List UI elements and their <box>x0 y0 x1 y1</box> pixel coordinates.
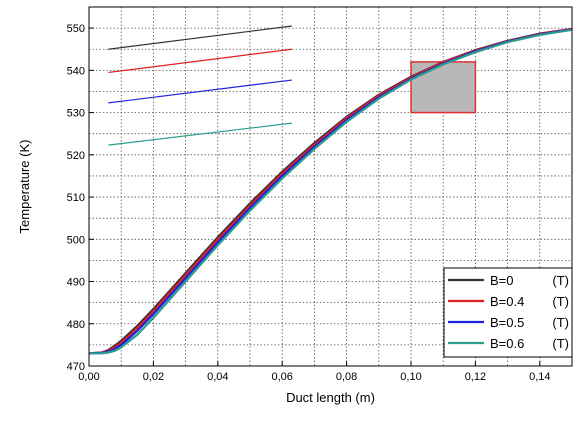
y-tick-label: 520 <box>67 150 85 162</box>
y-tick-label: 500 <box>67 234 85 246</box>
inset-line <box>108 79 292 104</box>
legend-entry: B=0.6 <box>490 336 524 351</box>
y-tick-label: 480 <box>67 319 85 331</box>
x-tick-label: 0,06 <box>271 371 292 383</box>
series-line <box>89 28 573 355</box>
legend-entry: B=0.4 <box>490 294 524 309</box>
zoom-box-layer <box>410 61 477 114</box>
y-tick-label: 530 <box>67 108 85 120</box>
legend-unit: (T) <box>552 315 569 330</box>
zoom-box <box>410 61 477 114</box>
y-tick-label: 510 <box>67 192 85 204</box>
x-tick-label: 0,04 <box>207 371 228 383</box>
legend-unit: (T) <box>552 294 569 309</box>
y-tick-label: 550 <box>67 23 85 35</box>
inset-line <box>108 48 292 74</box>
y-tick-label: 490 <box>67 277 85 289</box>
y-tick-label: 540 <box>67 65 85 77</box>
legend-unit: (T) <box>552 336 569 351</box>
x-tick-label: 0,02 <box>143 371 164 383</box>
inset-line <box>108 25 292 50</box>
y-axis-label: Temperature (K) <box>17 140 32 234</box>
plot-frame <box>88 6 573 367</box>
x-tick-label: 0,08 <box>336 371 357 383</box>
x-tick-label: 0,14 <box>529 371 550 383</box>
x-tick-label: 0,10 <box>400 371 421 383</box>
inset-line <box>108 122 292 146</box>
y-tick-labels: 470 480 490 500 510 520 530 540 550 <box>67 23 85 373</box>
x-tick-labels: 0,00 0,02 0,04 0,06 0,08 0,10 0,12 0,14 <box>78 371 550 383</box>
x-axis-label: Duct length (m) <box>286 390 375 405</box>
x-tick-label: 0,00 <box>78 371 99 383</box>
x-tick-label: 0,12 <box>465 371 486 383</box>
axis-ticks <box>88 27 541 367</box>
legend-unit: (T) <box>552 273 569 288</box>
legend-entry: B=0.5 <box>490 315 524 330</box>
inset-lines <box>108 25 292 146</box>
series-lines <box>88 27 573 355</box>
legend-entry: B=0 <box>490 273 514 288</box>
y-tick-label: 470 <box>67 361 85 373</box>
legend: B=0 (T) B=0.4 (T) B=0.5 (T) B=0.6 (T) <box>443 267 573 358</box>
